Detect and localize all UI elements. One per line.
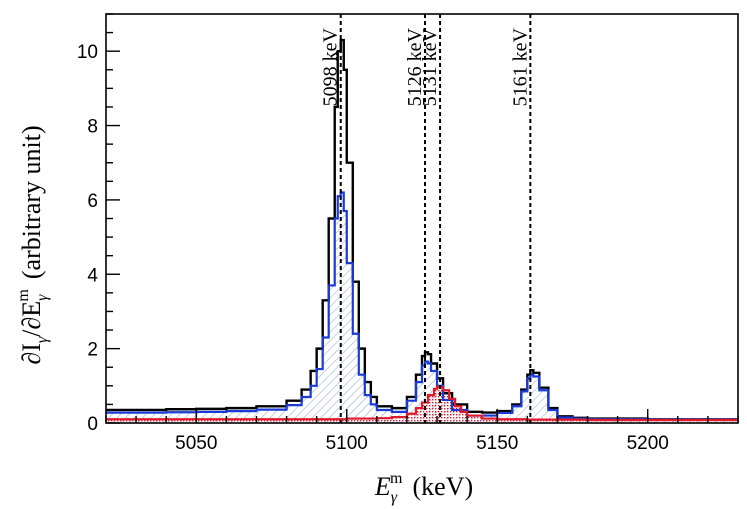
- y-tick-labels: 0 2 4 6 8 10: [77, 42, 99, 435]
- y-tick-label: 2: [87, 340, 98, 361]
- y-axis-title: ∂Iγ/∂Eγm(arbitrary unit): [15, 125, 51, 364]
- y-tick-label: 10: [77, 42, 98, 63]
- x-tick-label: 5050: [175, 433, 217, 454]
- x-tick-label: 5100: [326, 433, 368, 454]
- x-tick-labels: 5050 5100 5150 5200: [175, 433, 669, 454]
- x-tick-label: 5200: [627, 433, 669, 454]
- peak-markers: [339, 14, 532, 423]
- peak-label-5161: 5161 keV: [509, 27, 531, 106]
- peak-label-5098: 5098 keV: [320, 27, 342, 106]
- series-line-total: [106, 38, 738, 421]
- peak-label-5126: 5126 keV: [404, 27, 426, 106]
- y-tick-label: 6: [87, 191, 98, 212]
- x-axis-ticks: [105, 409, 739, 423]
- series-fill-fit-component: [106, 192, 738, 423]
- y-axis-ticks: [106, 13, 120, 424]
- y-tick-label: 0: [87, 414, 98, 435]
- y-tick-label: 8: [87, 117, 98, 138]
- area-fills: [106, 192, 738, 423]
- x-axis-title: Eγm (keV): [374, 470, 473, 506]
- peak-label-5131: 5131 keV: [419, 27, 441, 106]
- y-tick-label: 4: [87, 265, 98, 286]
- x-tick-label: 5150: [476, 433, 518, 454]
